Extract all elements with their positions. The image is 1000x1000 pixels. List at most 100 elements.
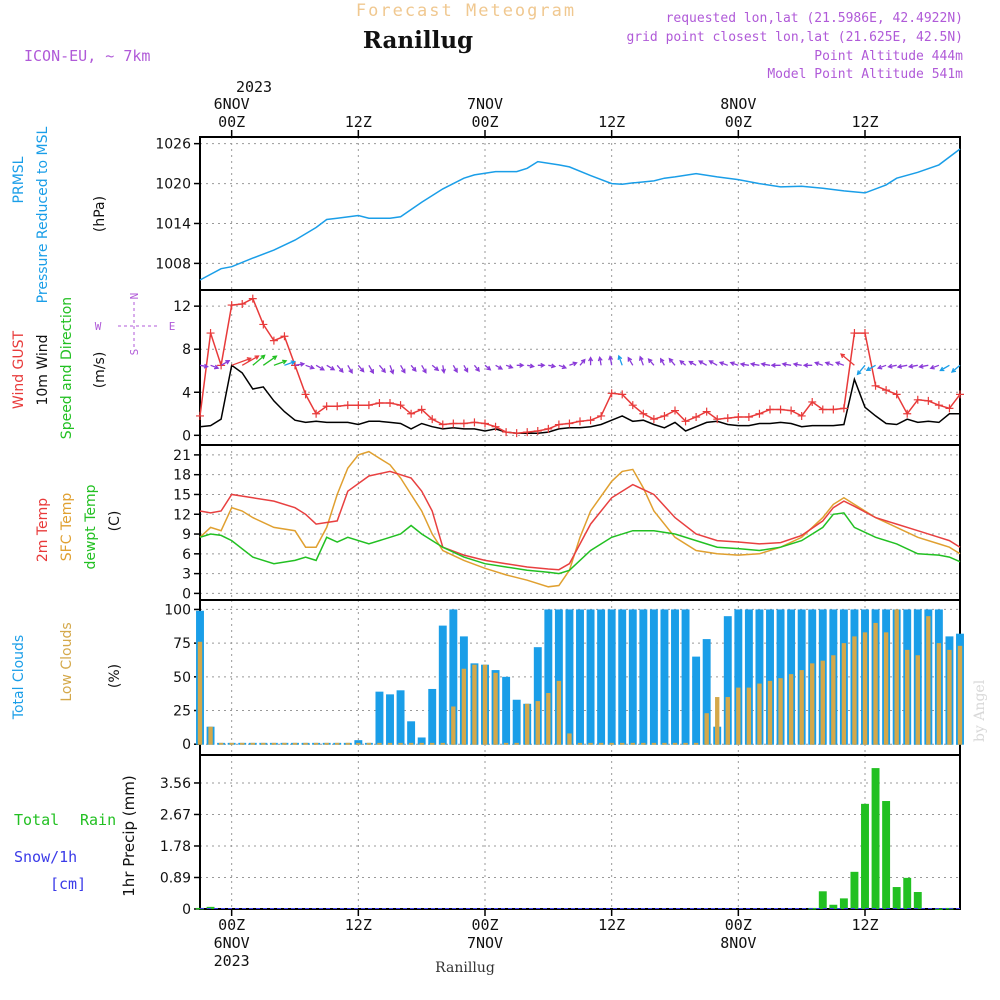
gust-marker bbox=[470, 418, 479, 427]
low-clouds-bar bbox=[915, 655, 920, 745]
low-clouds-bar bbox=[693, 742, 699, 745]
clouds-panel: 0 25 50 75 100 bbox=[164, 599, 964, 756]
total-clouds-bar bbox=[649, 609, 658, 745]
gust-marker bbox=[375, 399, 384, 408]
gust-marker bbox=[681, 417, 690, 426]
low-clouds-bar bbox=[197, 641, 203, 745]
low-clouds-bar bbox=[440, 742, 445, 745]
wind-ytick-label: 12 bbox=[173, 299, 191, 315]
wind-arrow bbox=[252, 354, 266, 366]
gust-marker bbox=[692, 413, 701, 422]
gust-marker bbox=[354, 401, 363, 410]
low-clouds-bar bbox=[852, 636, 857, 745]
wind-arrow bbox=[389, 365, 395, 375]
gust-marker bbox=[217, 361, 226, 370]
low-clouds-bar bbox=[926, 616, 931, 745]
wind-arrow bbox=[273, 359, 288, 366]
total-clouds-bar bbox=[512, 699, 521, 745]
wind-arrow bbox=[548, 363, 557, 369]
total-clouds-bar bbox=[755, 609, 764, 745]
wind-arrow bbox=[463, 364, 469, 373]
bottom-hour-label: 12Z bbox=[598, 916, 625, 934]
gust-marker bbox=[618, 390, 627, 399]
dewpt-line bbox=[199, 512, 961, 575]
pressure-label-msl: Pressure Reduced to MSL bbox=[35, 126, 51, 303]
top-hour-label: 12Z bbox=[598, 113, 625, 131]
low-clouds-bar bbox=[419, 742, 424, 745]
total-clouds-bar bbox=[628, 609, 637, 745]
gust-marker bbox=[206, 329, 215, 338]
gust-marker bbox=[238, 299, 247, 308]
sfc-temp-line bbox=[199, 450, 961, 588]
gust-marker bbox=[428, 415, 437, 424]
wind-arrow bbox=[718, 361, 729, 366]
wind-arrow bbox=[907, 363, 918, 369]
bottom-hour-label: 00Z bbox=[471, 916, 498, 934]
low-clouds-bar bbox=[377, 742, 382, 745]
gust-marker bbox=[301, 390, 310, 399]
low-clouds-bar bbox=[240, 742, 245, 745]
gust-marker bbox=[322, 402, 331, 411]
low-clouds-bar bbox=[345, 742, 350, 745]
wind-arrow bbox=[294, 361, 306, 367]
wind-arrow bbox=[679, 360, 687, 366]
gust-marker bbox=[227, 301, 236, 310]
wind-arrow bbox=[326, 364, 336, 371]
rain-bar bbox=[818, 891, 827, 909]
low-clouds-bar bbox=[451, 706, 456, 745]
temperature-panel: 0 3 6 9 12 15 18 21 bbox=[173, 444, 961, 602]
gust-marker bbox=[565, 419, 574, 428]
gust-marker bbox=[544, 424, 553, 433]
wind-arrow bbox=[537, 362, 546, 368]
low-clouds-bar bbox=[894, 609, 899, 745]
total-clouds-bar bbox=[702, 639, 711, 745]
gust-marker bbox=[312, 409, 321, 418]
gust-marker bbox=[586, 416, 595, 425]
pressure-ytick-label: 1020 bbox=[155, 177, 191, 193]
wind-arrow bbox=[668, 357, 676, 366]
gust-marker bbox=[766, 405, 774, 414]
gust-marker bbox=[196, 411, 204, 420]
wind-arrow bbox=[739, 362, 750, 368]
total-clouds-bar bbox=[734, 609, 743, 745]
low-clouds-bar bbox=[598, 742, 604, 745]
total-clouds-bar bbox=[554, 609, 563, 745]
gust-marker bbox=[776, 405, 785, 414]
rain-bar bbox=[861, 803, 869, 909]
wind-arrow bbox=[896, 363, 908, 369]
low-clouds-bar bbox=[324, 742, 329, 745]
wind-arrow bbox=[824, 361, 834, 367]
temp-sfc-label: SFC Temp bbox=[59, 493, 75, 562]
rain-bar bbox=[892, 887, 901, 909]
low-clouds-bar bbox=[778, 678, 783, 745]
wind-arrow bbox=[876, 364, 887, 370]
top-year: 2023 bbox=[236, 78, 272, 96]
low-clouds-bar bbox=[725, 697, 730, 745]
clouds-ytick-label: 50 bbox=[173, 670, 191, 686]
low-clouds-bar bbox=[261, 742, 266, 745]
pressure-panel: 1008 1014 1020 1026 bbox=[155, 136, 961, 291]
wind-ytick-label: 4 bbox=[182, 385, 191, 401]
low-clouds-bar bbox=[430, 742, 435, 745]
wind-arrow bbox=[284, 360, 296, 366]
wind-arrow bbox=[400, 364, 406, 374]
total-clouds-bar bbox=[597, 609, 606, 745]
low-clouds-bar bbox=[841, 643, 847, 745]
total-clouds-bar bbox=[544, 609, 553, 745]
total-clouds-bar bbox=[386, 694, 394, 745]
gust-marker bbox=[248, 294, 257, 303]
rain-bar bbox=[871, 768, 880, 909]
wind-arrow bbox=[814, 361, 824, 367]
wind-arrow bbox=[315, 364, 325, 371]
low-clouds-label: Low Clouds bbox=[59, 622, 75, 701]
wind-arrow bbox=[617, 354, 623, 366]
precip-panel: 0 0.89 1.78 2.67 3.56 bbox=[160, 754, 961, 918]
wind-arrow bbox=[698, 360, 708, 366]
low-clouds-bar bbox=[282, 742, 287, 745]
total-clouds-bar bbox=[692, 656, 701, 745]
wind-arrow bbox=[336, 364, 344, 374]
gust-marker bbox=[818, 405, 827, 414]
wind-unit: (m/s) bbox=[92, 352, 108, 389]
clouds-ytick-label: 75 bbox=[173, 636, 191, 652]
